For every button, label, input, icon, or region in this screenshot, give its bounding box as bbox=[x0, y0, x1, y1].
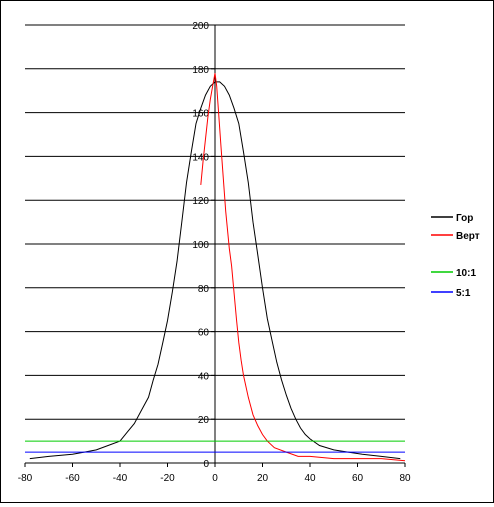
legend-label-0: Гор bbox=[456, 213, 473, 224]
x-tick-labels: -80 -60 -40 -20 0 20 40 60 80 bbox=[18, 473, 411, 484]
x-tick-label: -60 bbox=[65, 473, 80, 484]
x-tick-label: -40 bbox=[113, 473, 128, 484]
y-tick-label: 0 bbox=[203, 459, 209, 470]
y-tick-label: 120 bbox=[192, 196, 209, 207]
x-tick-label: 20 bbox=[257, 473, 269, 484]
y-tick-label: 180 bbox=[192, 65, 209, 76]
series-lines bbox=[25, 73, 406, 462]
y-tick-label: 40 bbox=[198, 371, 210, 382]
y-tick-label: 60 bbox=[198, 328, 210, 339]
legend-label-1: Верт bbox=[456, 231, 480, 242]
y-tick-label: 160 bbox=[192, 109, 209, 120]
axes bbox=[24, 24, 406, 467]
x-tick-label: 60 bbox=[352, 473, 364, 484]
x-tick-label: -20 bbox=[160, 473, 175, 484]
x-tick-label: 0 bbox=[212, 473, 218, 484]
series-line-0 bbox=[29, 81, 401, 460]
y-tick-label: 140 bbox=[192, 152, 209, 163]
y-tick-label: 100 bbox=[192, 240, 209, 251]
legend-label-2: 10:1 bbox=[456, 268, 476, 279]
y-tick-labels: 0 20 40 60 80 100 120 140 160 180 200 bbox=[192, 21, 209, 470]
x-tick-label: 80 bbox=[399, 473, 411, 484]
y-tick-label: 200 bbox=[192, 21, 209, 32]
x-tick-label: -80 bbox=[18, 473, 33, 484]
y-tick-label: 80 bbox=[198, 284, 210, 295]
legend: Гор Верт 10:1 5:1 bbox=[431, 213, 480, 299]
x-tick-label: 40 bbox=[304, 473, 316, 484]
legend-label-3: 5:1 bbox=[456, 288, 471, 299]
series-line-1 bbox=[200, 73, 406, 462]
y-tick-label: 20 bbox=[198, 415, 210, 426]
